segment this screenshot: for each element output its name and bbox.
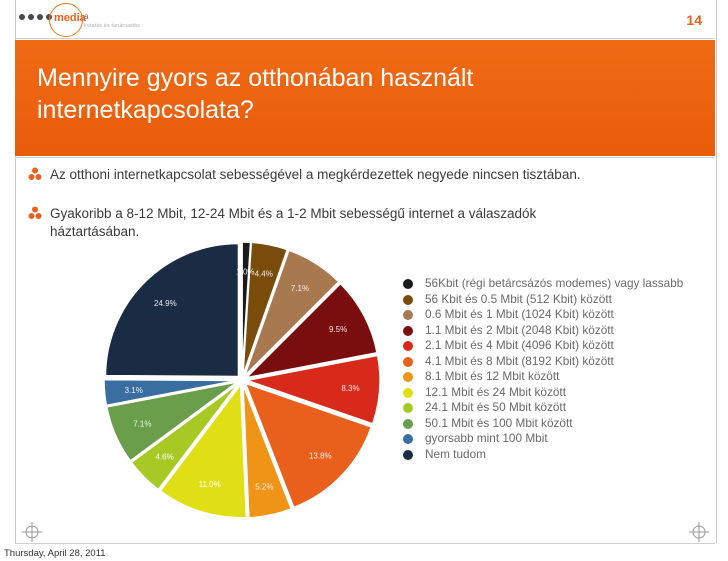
slice-data-label: 24.9% [154, 299, 177, 308]
legend-swatch [403, 403, 413, 413]
bullet-icon [28, 167, 42, 180]
legend-swatch [403, 294, 413, 305]
slice-data-label: 13.8% [309, 451, 332, 460]
bullet-text: Az otthoni internetkapcsolat sebességéve… [50, 167, 581, 182]
header-divider [15, 38, 715, 39]
slice-data-label: 1.0% [236, 267, 254, 276]
logo-tagline: kutatás és tanácsadás [84, 23, 141, 29]
pie-slice [242, 241, 289, 376]
legend-label: 4.1 Mbit és 8 Mbit (8192 Kbit) között [425, 353, 614, 368]
bullet-text: Gyakoribb a 8-12 Mbit, 12-24 Mbit és a 1… [50, 206, 537, 239]
crosshair-icon [689, 522, 709, 542]
slice-data-label: 8.3% [341, 384, 359, 393]
slice-data-label: 7.1% [133, 419, 151, 428]
legend-label: 2.1 Mbit és 4 Mbit (4096 Kbit) között [425, 338, 614, 352]
legend-label: 50.1 Mbit és 100 Mbit között [425, 415, 573, 430]
pie-slice [103, 378, 238, 407]
slice-data-label: 9.5% [329, 325, 347, 334]
legend-label: 12.1 Mbit és 24 Mbit között [425, 384, 566, 399]
bullet-icon [28, 206, 42, 219]
legend-label: 8.1 Mbit és 12 Mbit között [425, 369, 560, 383]
page-number: 14 [686, 12, 702, 28]
pie-slice [241, 241, 252, 376]
legend-swatch [403, 449, 413, 460]
slide-title: Mennyire gyors az otthonában használt in… [37, 64, 474, 124]
legend-label: 56Kbit (régi betárcsázós modemes) vagy l… [425, 276, 684, 290]
legend-swatch [403, 387, 413, 398]
legend-swatch [403, 356, 413, 367]
slice-data-label: 5.2% [255, 482, 273, 491]
legend-swatch [403, 310, 413, 320]
legend-label: 0.6 Mbit és 1 Mbit (1024 Kbit) között [425, 307, 614, 321]
slice-data-label: 4.6% [156, 452, 174, 461]
legend-swatch [403, 418, 413, 429]
pie-slice [244, 354, 381, 425]
pie-slice [130, 382, 240, 491]
legend-label: 24.1 Mbit és 50 Mbit között [425, 400, 566, 414]
legend-label: 56 Kbit és 0.5 Mbit (512 Kbit) között [425, 291, 612, 306]
pie-slice [242, 384, 293, 519]
footer-divider [15, 543, 715, 544]
pie-slice [105, 381, 238, 462]
logo-circle-icon [49, 3, 83, 37]
title-divider [15, 157, 715, 158]
pie-slice [244, 382, 373, 509]
crosshair-icon [22, 522, 42, 542]
logo-text: media [54, 12, 86, 24]
slice-data-label: 4.4% [255, 269, 273, 278]
legend-label: Nem tudom [425, 446, 486, 461]
pie-slice [159, 382, 248, 519]
slice-data-label: 3.1% [125, 386, 143, 395]
slice-data-label: 11.0% [199, 480, 221, 489]
legend-swatch [403, 325, 413, 336]
slide-header: media a kutatás és tanácsadás 14 [0, 0, 728, 38]
pie-slice [243, 249, 340, 377]
logo-sub: a [84, 12, 89, 21]
pie-slice [104, 242, 240, 378]
legend-swatch [403, 434, 413, 444]
legend-label: 1.1 Mbit és 2 Mbit (2048 Kbit) között [425, 322, 614, 337]
legend-label: gyorsabb mint 100 Mbit [425, 431, 548, 445]
slice-data-label: 7.1% [291, 284, 309, 293]
legend-swatch [403, 341, 413, 351]
title-banner [15, 40, 715, 156]
legend-swatch [403, 372, 413, 382]
footer-date: Thursday, April 28, 2011 [4, 548, 106, 559]
pie-slice [244, 282, 378, 379]
legend-swatch [403, 279, 413, 289]
